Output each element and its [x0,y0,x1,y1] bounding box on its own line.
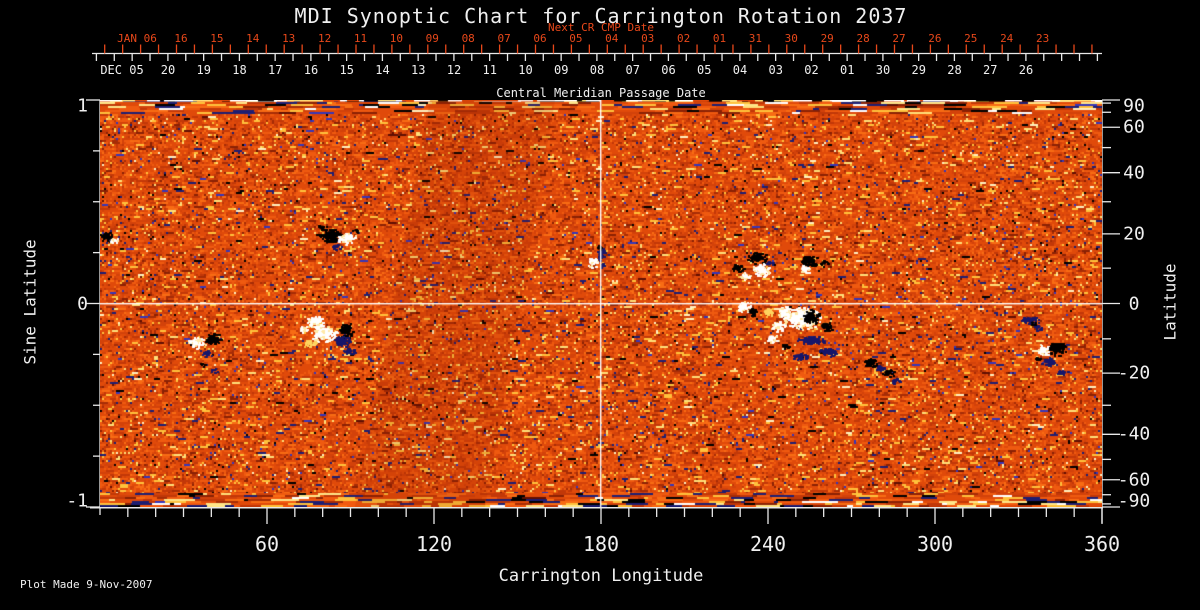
cmp-day-label: 05 [697,63,712,77]
central-meridian-passage-date-label: Central Meridian Passage Date [496,86,706,100]
latitude-tick-label: -90 [1117,490,1151,512]
cmp-day-label: 30 [875,63,891,77]
next-cr-day-label: 06 [533,32,547,45]
magnetogram-canvas [100,100,1102,507]
next-cr-month-label: JAN 06 [117,32,157,45]
next-cr-day-label: 16 [174,32,188,45]
cmp-day-label: 10 [518,63,533,77]
cmp-day-label: 29 [911,63,926,77]
next-cr-day-label: 28 [856,32,870,45]
next-cr-day-label: 31 [748,32,763,45]
cmp-day-label: 06 [661,63,676,77]
next-cr-day-label: 25 [964,32,978,45]
latitude-tick-label: 60 [1123,116,1145,138]
latitude-tick-label: -20 [1117,362,1151,384]
longitude-tick-label: 60 [254,532,280,556]
latitude-tick-label: -40 [1117,423,1151,445]
cmp-day-label: 18 [232,63,247,77]
cmp-day-label: 01 [840,63,855,77]
next-cr-day-label: 27 [892,32,906,45]
next-cr-day-label: 03 [641,32,655,45]
longitude-tick-label: 300 [916,532,954,556]
cmp-day-label: 17 [268,63,283,77]
next-cr-day-label: 29 [820,32,834,45]
latitude-tick-label: 40 [1123,162,1145,184]
next-cr-day-label: 13 [282,32,296,45]
cmp-day-label: 07 [625,63,640,77]
cmp-day-label: 27 [983,63,998,77]
cmp-day-label: 02 [804,63,819,77]
next-cr-cmp-date-label: Next CR CMP Date [548,21,654,34]
cmp-day-label: 08 [589,63,605,77]
chart-title: MDI Synoptic Chart for Carrington Rotati… [294,4,908,28]
cmp-day-label: 26 [1018,63,1034,77]
next-cr-day-label: 24 [1000,32,1014,45]
next-cr-day-label: 01 [712,32,727,45]
next-cr-day-label: 10 [389,32,404,45]
longitude-tick-label: 120 [415,532,453,556]
next-cr-day-label: 14 [246,32,260,45]
cmp-day-label: 15 [339,63,354,77]
next-cr-day-label: 05 [569,32,583,45]
cmp-day-label: 20 [160,63,176,77]
next-cr-day-label: 04 [605,32,619,45]
cmp-day-label: 13 [411,63,426,77]
latitude-tick-label: -60 [1117,469,1151,491]
carrington-longitude-axis-title: Carrington Longitude [498,566,704,586]
longitude-tick-label: 360 [1083,532,1121,556]
cmp-day-label: 09 [554,63,569,77]
cmp-day-label: 19 [196,63,211,77]
next-cr-day-label: 12 [317,32,332,45]
cmp-day-label: 11 [482,63,497,77]
cmp-day-label: 14 [375,63,390,77]
sine-latitude-tick-label: 1 [77,95,88,117]
cmp-day-label: 04 [732,63,748,77]
latitude-tick-label: 20 [1123,223,1145,245]
sine-latitude-axis-title: Sine Latitude [20,239,40,365]
next-cr-day-label: 30 [784,32,798,45]
next-cr-day-label: 09 [425,32,439,45]
next-cr-day-label: 15 [210,32,224,45]
sine-latitude-tick-label: 0 [77,293,88,314]
cmp-month-label: DEC 05 [100,63,144,77]
next-cr-day-label: 23 [1035,32,1050,45]
next-cr-day-label: 11 [353,32,368,45]
sine-latitude-tick-label: -1 [66,490,88,512]
latitude-tick-label: 0 [1128,293,1140,314]
longitude-tick-label: 240 [749,532,787,556]
next-cr-day-label: 08 [461,32,475,45]
cmp-day-label: 03 [768,63,783,77]
next-cr-day-label: 26 [928,32,942,45]
cmp-day-label: 12 [446,63,462,77]
longitude-tick-label: 180 [582,532,620,556]
next-cr-day-label: 02 [676,32,691,45]
cmp-day-label: 16 [303,63,319,77]
latitude-tick-label: 90 [1123,95,1145,117]
latitude-axis-title: Latitude [1160,263,1180,341]
next-cr-day-label: 07 [497,32,511,45]
plot-made-timestamp: Plot Made 9-Nov-2007 [20,578,153,591]
cmp-day-label: 28 [947,63,962,77]
